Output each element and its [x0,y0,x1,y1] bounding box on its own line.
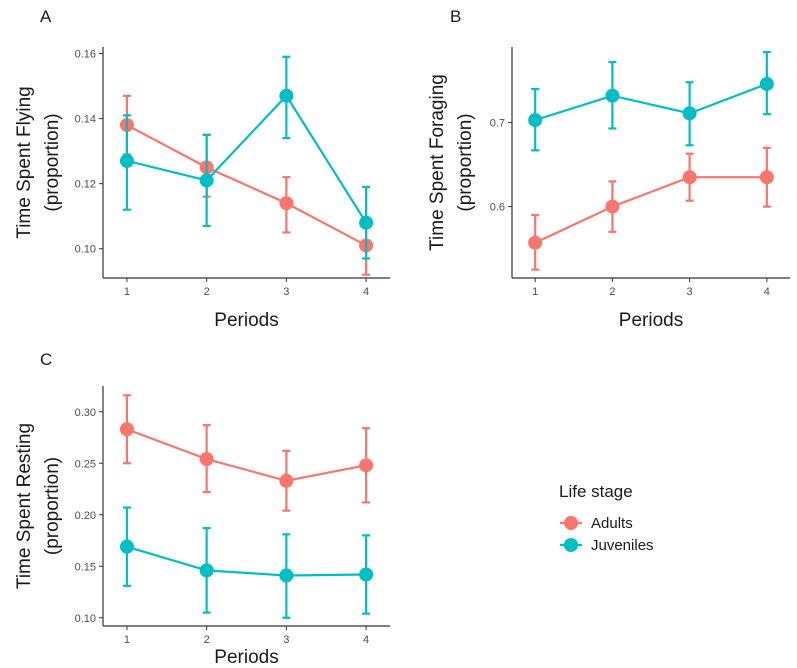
x-tick-label: 2 [609,286,615,298]
x-tick-label: 3 [283,634,289,646]
y-tick-label: 0.6 [490,202,505,214]
data-point [359,215,374,230]
x-axis-title: Periods [214,310,278,331]
legend-key-dot [564,538,578,552]
data-point [759,76,774,91]
data-point [119,422,134,437]
y-axis-title-line2: (proportion) [455,113,476,211]
x-tick-label: 3 [283,286,289,298]
panel-letter: B [450,7,461,26]
y-tick-label: 0.14 [75,114,96,126]
data-point [119,153,134,168]
series-line [126,428,367,482]
series-adults [119,394,374,512]
legend-label: Adults [591,515,633,532]
data-point [119,539,134,554]
y-axis-title-line1: Time Spent Resting [14,423,35,589]
series-adults [119,94,374,276]
series-line [534,176,767,244]
x-tick-label: 4 [363,286,369,298]
data-point [279,88,294,103]
data-point [199,563,214,578]
data-point [359,458,374,473]
data-point [605,88,620,103]
y-axis-title-line1: Time Spent Flying [14,86,35,238]
legend-item-adults: Adults [560,515,633,532]
x-axis-title: Periods [619,310,683,331]
data-point [279,196,294,211]
y-axis-title-line2: (proportion) [42,113,63,211]
series-juveniles [528,50,774,152]
panel-c: C 0.10 0.15 0.20 0.25 0.30 1 2 3 4 Periods Time Spe… [14,350,390,668]
y-tick-label: 0.16 [75,49,96,61]
series-juveniles [119,506,374,619]
panel-letter: A [40,7,52,26]
series-adults [528,146,774,271]
y-axis-title-line1: Time Spent Foraging [427,74,448,251]
x-tick-label: 2 [204,286,210,298]
series-line [126,94,368,224]
data-point [528,235,543,250]
series-line [126,124,367,247]
x-axis-title: Periods [214,647,278,668]
x-tick-label: 2 [204,634,210,646]
data-point [682,106,697,121]
series-line [126,545,367,577]
series-line [534,82,768,122]
y-tick-label: 0.30 [75,407,96,419]
data-point [279,473,294,488]
legend-label: Juveniles [591,537,654,554]
y-tick-label: 0.25 [75,458,96,470]
data-point [279,568,294,583]
data-point [199,452,214,467]
y-axis-title-line2: (proportion) [42,457,63,555]
panel-letter: C [40,350,52,369]
x-tick-label: 1 [124,634,130,646]
data-point [359,567,374,582]
x-tick-label: 1 [532,286,538,298]
x-tick-label: 3 [687,286,693,298]
series-juveniles [119,55,374,260]
legend: Life stage Adults Juveniles [559,482,654,554]
y-tick-label: 0.10 [75,244,96,256]
panel-b: B 0.6 0.7 1 2 3 4 Periods Time Spent Foraging (pr… [427,7,790,331]
y-tick-label: 0.15 [75,561,96,573]
x-tick-label: 4 [363,634,369,646]
x-tick-label: 1 [124,286,130,298]
data-point [528,113,543,128]
y-tick-label: 0.20 [75,510,96,522]
x-tick-label: 4 [764,286,770,298]
panel-a: A 0.10 0.12 0.14 0.16 1 2 3 4 Periods Time Spent F… [14,7,390,331]
y-tick-label: 0.10 [75,613,96,625]
legend-key-dot [564,516,578,530]
data-point [199,173,214,188]
y-tick-label: 0.7 [490,118,505,130]
data-point [759,170,774,185]
y-tick-label: 0.12 [75,179,96,191]
legend-title: Life stage [559,482,633,501]
legend-item-juveniles: Juveniles [560,537,654,554]
data-point [605,199,620,214]
data-point [682,170,697,185]
